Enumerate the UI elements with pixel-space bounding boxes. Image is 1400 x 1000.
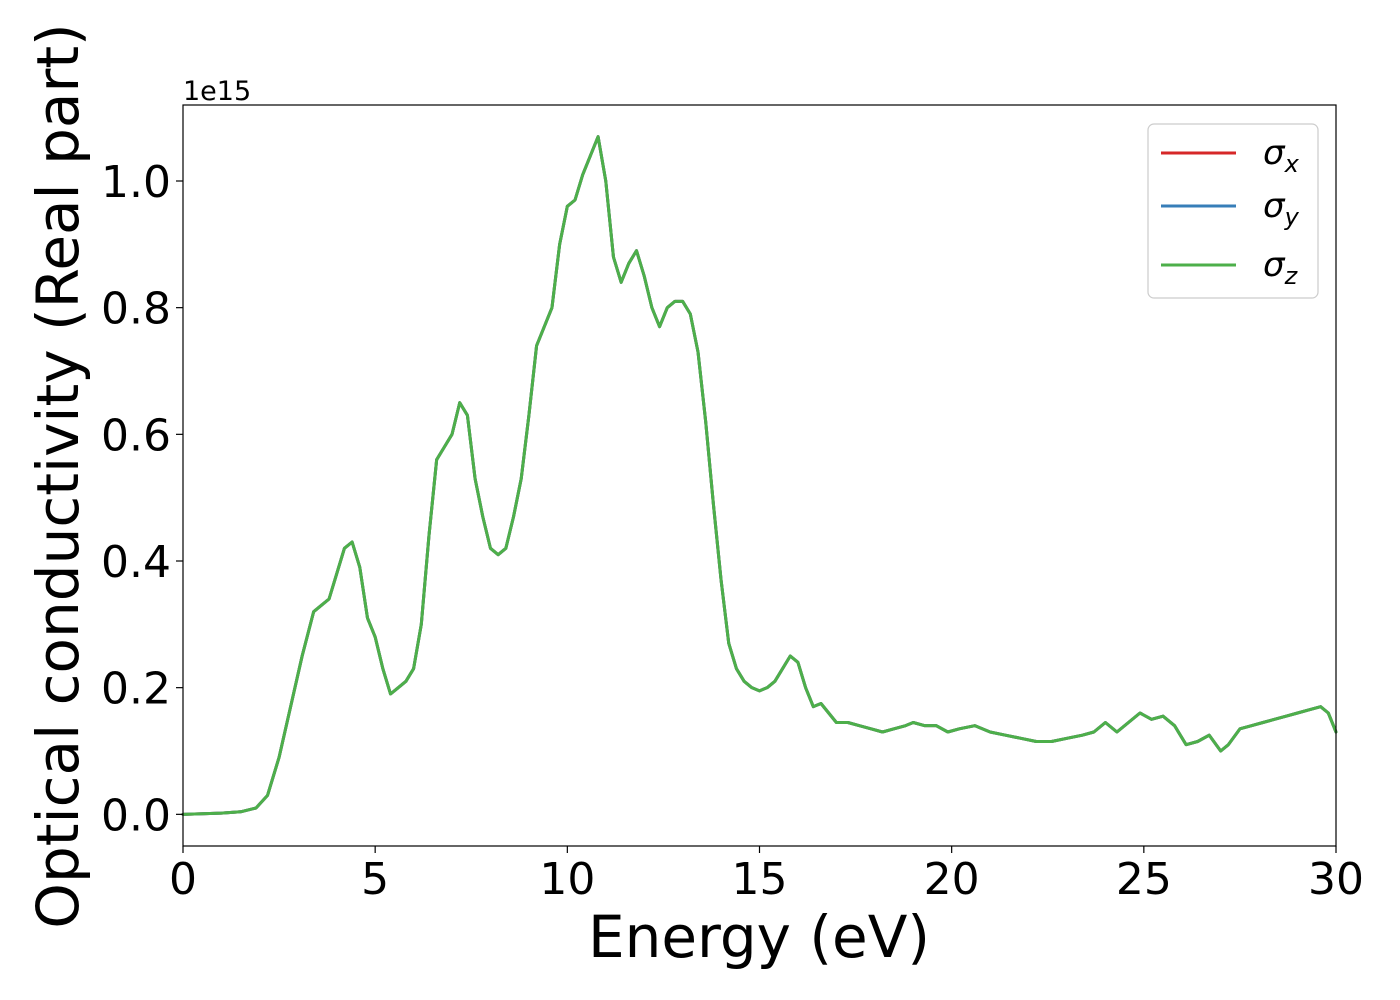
legend-label-x: σx [1263,133,1300,178]
y-axis-label: Optical conductivity (Real part) [24,23,92,928]
x-tick-label: 25 [1116,854,1172,905]
legend-label-z: σz [1263,245,1299,290]
axes-background [183,105,1336,846]
x-tick-label: 30 [1308,854,1364,905]
legend: σx σy σz [1147,123,1319,299]
y-tick-label: 0.4 [101,537,171,588]
x-tick-label: 5 [361,854,389,905]
y-tick-label: 0.8 [101,284,171,335]
x-tick-label: 20 [924,854,980,905]
y-axis: 0.0 0.2 0.4 0.6 0.8 1.0 [101,157,183,841]
legend-label-y: σy [1263,186,1300,231]
series-line-z [181,135,1338,816]
plot-area [181,104,1338,847]
x-tick-label: 10 [539,854,595,905]
y-tick-label: 0.0 [101,790,171,841]
legend-frame [1147,123,1319,299]
x-axis-label: Energy (eV) [588,903,930,971]
y-tick-label: 1.0 [101,157,171,208]
y-tick-label: 0.2 [101,664,171,715]
y-offset-label: 1e15 [183,76,251,107]
x-axis: 0 5 10 15 20 25 30 [169,846,1364,905]
x-tick-label: 0 [169,854,197,905]
x-tick-label: 15 [732,854,788,905]
legend-items: σx σy σz [1161,133,1300,290]
series-layer [181,135,1338,816]
y-tick-label: 0.6 [101,410,171,461]
